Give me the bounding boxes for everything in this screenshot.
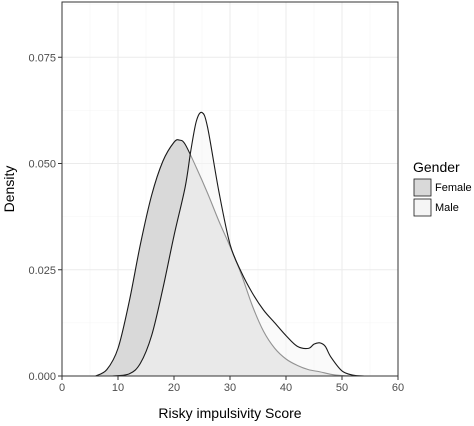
- y-tick-label: 0.050: [28, 159, 56, 171]
- x-tick-label: 30: [224, 382, 236, 394]
- x-tick-label: 0: [59, 382, 65, 394]
- legend-key-female: [413, 178, 432, 197]
- y-tick-label: 0.000: [28, 371, 56, 383]
- x-tick-label: 50: [336, 382, 348, 394]
- y-tick-label: 0.025: [28, 265, 56, 277]
- legend-key-male: [413, 198, 432, 217]
- x-axis: 0 10 20 30 40 50 60: [59, 376, 404, 394]
- x-tick-label: 20: [168, 382, 180, 394]
- legend-label-female: Female: [435, 182, 472, 194]
- legend-item-female: Female: [413, 178, 472, 197]
- legend-title: Gender: [413, 159, 460, 175]
- x-tick-label: 40: [280, 382, 292, 394]
- density-area-male: [112, 112, 365, 377]
- x-tick-label: 10: [112, 382, 124, 394]
- x-tick-label: 60: [392, 382, 404, 394]
- y-tick-label: 0.075: [28, 52, 56, 64]
- density-curve-male: [112, 111, 365, 377]
- x-axis-title: Risky impulsivity Score: [158, 405, 301, 421]
- density-areas: [95, 111, 365, 377]
- legend-item-male: Male: [413, 198, 459, 217]
- legend-label-male: Male: [435, 202, 459, 214]
- legend: Gender Female Male: [413, 159, 472, 217]
- y-axis-title: Density: [1, 166, 17, 213]
- y-axis: 0.000 0.025 0.050 0.075: [28, 52, 62, 383]
